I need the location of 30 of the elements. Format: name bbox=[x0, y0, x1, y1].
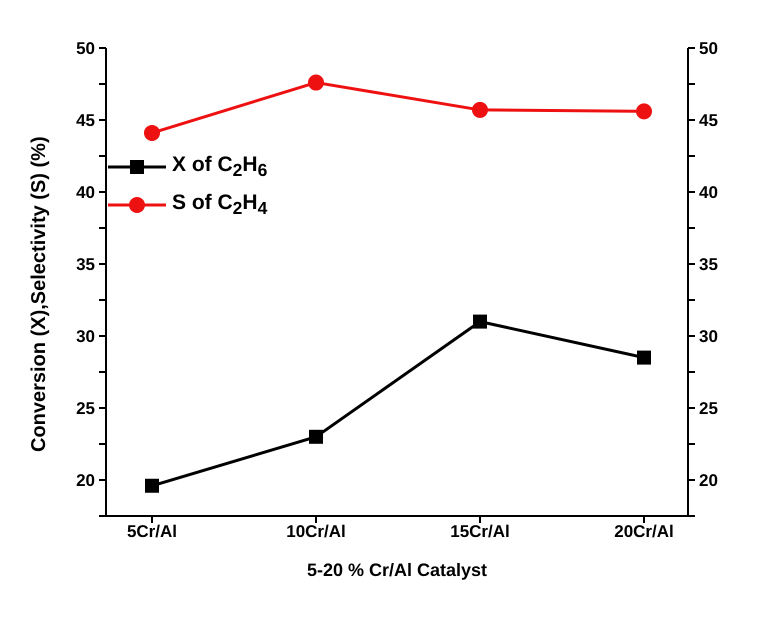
y2-tick-label: 25 bbox=[699, 399, 718, 418]
point bbox=[637, 350, 651, 365]
x-tick-label: 15Cr/Al bbox=[450, 522, 510, 542]
y-tick-label: 20 bbox=[76, 471, 95, 490]
y2-tick-label: 40 bbox=[699, 183, 718, 202]
y2-tick-label: 35 bbox=[699, 255, 718, 274]
legend-label: S of C$_{2}$H$_{4}$ bbox=[172, 190, 268, 220]
point bbox=[472, 102, 488, 118]
y2-tick-label: 45 bbox=[699, 111, 718, 130]
y-tick-label: 25 bbox=[76, 399, 95, 418]
y-axis-title: Conversion (X),Selectivity (S) (%) bbox=[28, 136, 50, 452]
y-tick-label: 30 bbox=[76, 327, 95, 346]
legend-label: X of C$_{2}$H$_{6}$ bbox=[172, 152, 268, 182]
point bbox=[309, 430, 323, 444]
x-tick-label: 10Cr/Al bbox=[286, 522, 346, 542]
point bbox=[145, 478, 159, 493]
y-tick-label: 40 bbox=[76, 183, 95, 202]
point bbox=[144, 124, 160, 141]
x-tick-label: 20Cr/Al bbox=[614, 522, 674, 542]
point bbox=[308, 74, 324, 91]
y-tick-label: 35 bbox=[76, 255, 95, 274]
y2-tick-label: 50 bbox=[699, 39, 718, 58]
x-tick-label: 5Cr/Al bbox=[126, 522, 178, 542]
point bbox=[473, 314, 487, 329]
y2-tick-label: 30 bbox=[699, 327, 718, 346]
y-tick-label: 50 bbox=[76, 39, 95, 58]
y-tick-label: 45 bbox=[76, 111, 95, 130]
point bbox=[636, 103, 652, 120]
x-axis-title: 5-20 % Cr/Al Catalyst bbox=[306, 560, 488, 580]
y2-tick-label: 20 bbox=[699, 471, 718, 490]
